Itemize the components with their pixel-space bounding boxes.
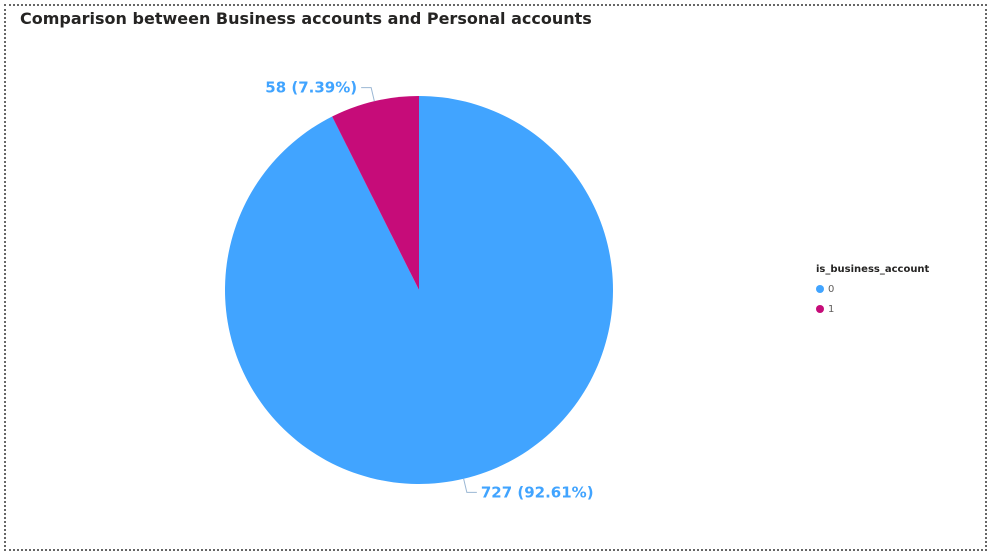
pie-slice-1[interactable] bbox=[332, 96, 419, 290]
leader-line-1 bbox=[361, 87, 375, 102]
legend-swatch-0 bbox=[816, 285, 824, 293]
leader-line-0 bbox=[463, 478, 477, 493]
pie-data-labels: 727 (92.61%) 58 (7.39%) bbox=[265, 79, 593, 502]
data-label-1: 58 (7.39%) bbox=[265, 79, 357, 97]
legend-swatch-1 bbox=[816, 305, 824, 313]
data-label-0: 727 (92.61%) bbox=[481, 483, 594, 501]
legend-title: is_business_account bbox=[816, 264, 930, 275]
legend-item-1[interactable]: 1 bbox=[816, 299, 929, 319]
pie-slices bbox=[224, 96, 613, 484]
legend-label-1: 1 bbox=[828, 303, 835, 315]
legend-item-0[interactable]: 0 bbox=[816, 279, 929, 299]
legend: is_business_account 0 1 bbox=[816, 264, 929, 319]
legend-label-0: 0 bbox=[828, 283, 835, 295]
chart-title: Comparison between Business accounts and… bbox=[20, 9, 592, 28]
